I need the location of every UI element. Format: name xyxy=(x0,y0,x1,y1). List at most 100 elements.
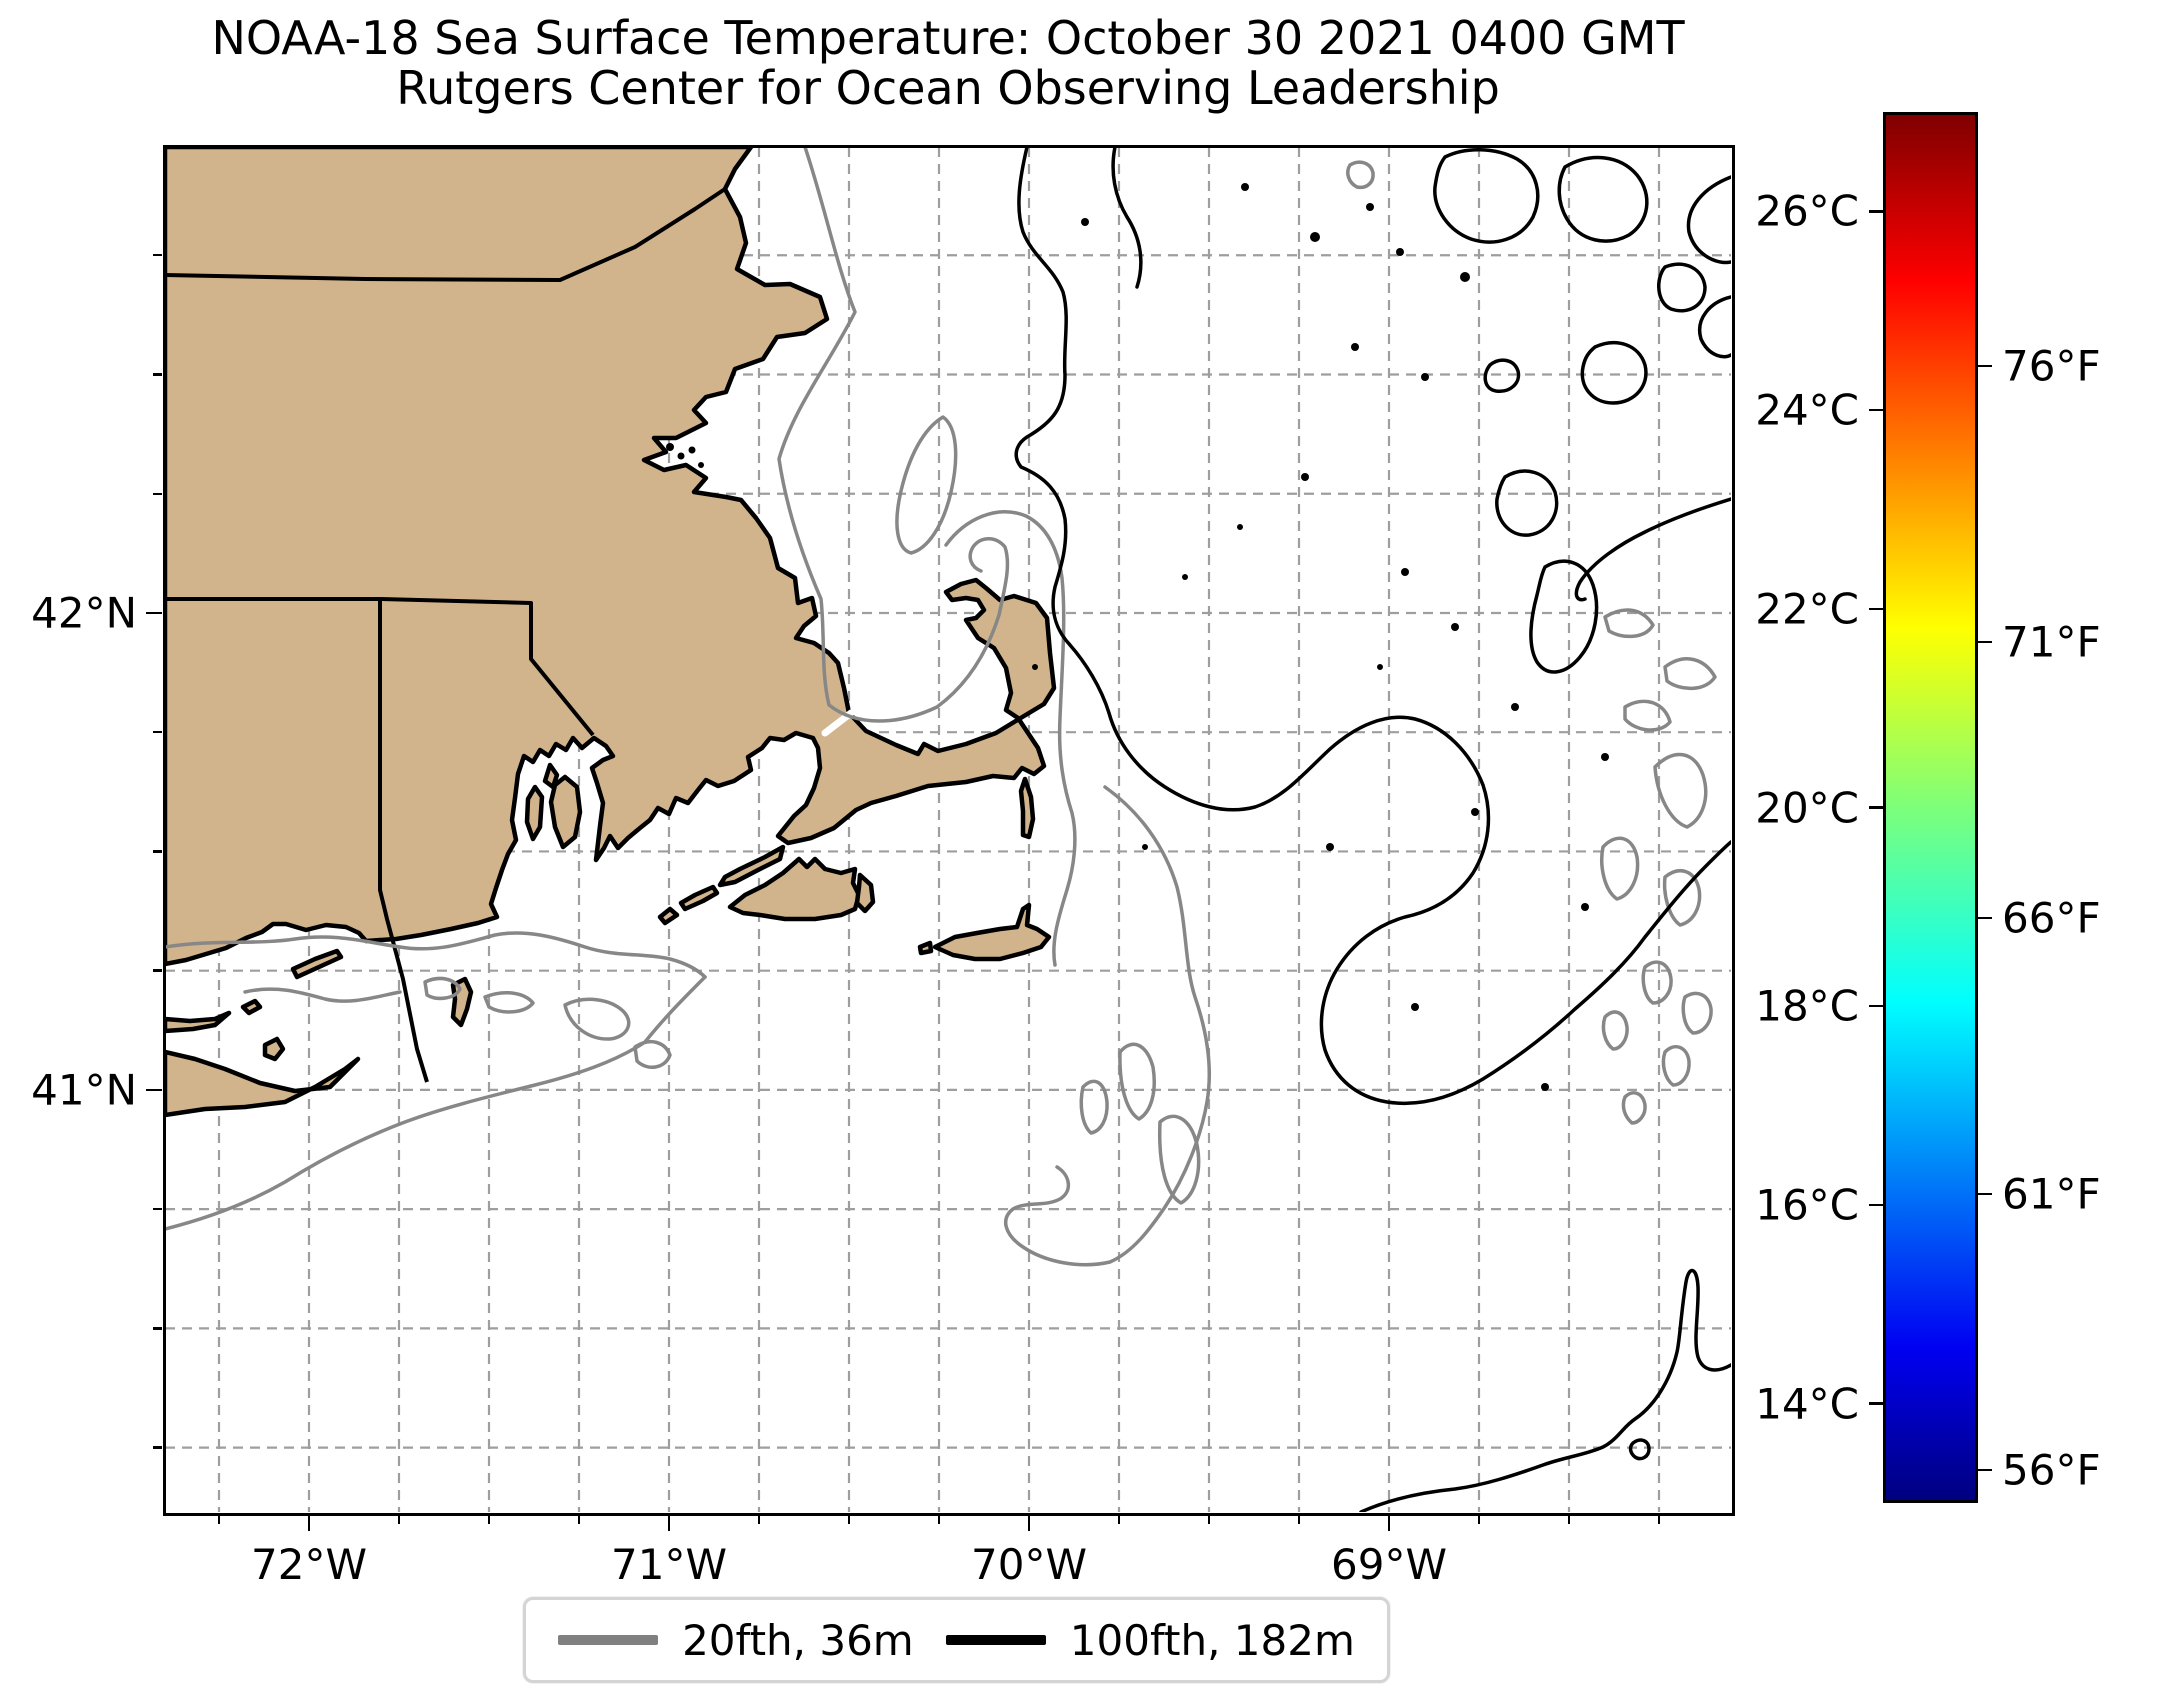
map-svg xyxy=(165,147,1731,1512)
sound-loop xyxy=(423,976,462,1001)
y-tick-label: 42°N xyxy=(31,588,137,638)
y-tick xyxy=(153,373,162,376)
x-tick xyxy=(667,1515,671,1531)
cbar-label-c: 18°C xyxy=(1755,981,1859,1031)
marthas-vineyard xyxy=(727,856,862,922)
ri-ma-border xyxy=(379,597,595,737)
y-tick xyxy=(153,731,162,734)
ma-nh-border xyxy=(165,187,727,282)
x-tick-label: 72°W xyxy=(251,1540,367,1589)
nashawena-island xyxy=(678,884,720,912)
contour-speck xyxy=(1241,183,1249,191)
y-tick xyxy=(153,1446,162,1449)
legend-label-20fth: 20fth, 36m xyxy=(682,1615,914,1665)
contour-speck xyxy=(1421,373,1429,381)
legend-line-100fth-swatch xyxy=(945,1635,1046,1645)
cbar-tick-c xyxy=(1869,408,1883,412)
contour-speck xyxy=(1401,568,1409,576)
cbar-label-c: 14°C xyxy=(1755,1379,1859,1429)
tuckernuck-island xyxy=(917,940,934,956)
basin-loop xyxy=(1580,341,1648,405)
georges-sliver xyxy=(1603,608,1655,639)
contour-speck xyxy=(1460,272,1470,282)
cbar-tick-c xyxy=(1869,607,1883,610)
cbar-tick-c xyxy=(1869,210,1883,213)
cbar-label-c: 16°C xyxy=(1755,1180,1859,1230)
conanicut-island xyxy=(524,784,545,842)
contour-speck xyxy=(1511,703,1519,711)
y-tick xyxy=(153,492,162,495)
x-tick xyxy=(217,1515,221,1524)
x-tick-label: 71°W xyxy=(611,1540,727,1589)
shoal-sliver xyxy=(1118,1042,1156,1121)
y-tick-label: 41°N xyxy=(31,1065,137,1115)
sound-loop xyxy=(563,997,631,1041)
mainland-newengland xyxy=(165,147,1057,967)
georges-sliver xyxy=(1661,1045,1691,1087)
x-tick xyxy=(487,1515,491,1524)
sound-loop xyxy=(483,990,535,1014)
x-tick xyxy=(1657,1515,1661,1524)
x-tick xyxy=(307,1515,311,1531)
y-tick xyxy=(153,1327,162,1330)
y-tick xyxy=(146,1088,162,1092)
contour-speck xyxy=(1081,218,1089,226)
basin-loop xyxy=(1557,155,1649,243)
harbor-islet xyxy=(677,452,685,460)
land-polygons xyxy=(165,147,1057,1118)
cbar-label-f: 56°F xyxy=(2002,1445,2101,1495)
basin-loop xyxy=(1483,358,1521,393)
x-tick xyxy=(1117,1515,1121,1524)
cbar-tick-f xyxy=(1978,1192,1992,1196)
cbar-label-c: 24°C xyxy=(1755,385,1859,435)
basin-loop xyxy=(1495,469,1559,537)
contour-speck xyxy=(1366,203,1374,211)
georges-sliver xyxy=(1662,869,1702,927)
harbor-islet xyxy=(688,446,696,454)
contour-speck xyxy=(1032,664,1038,670)
x-tick xyxy=(1477,1515,1481,1524)
x-tick xyxy=(757,1515,761,1524)
map-plot-area xyxy=(165,147,1731,1512)
x-tick xyxy=(847,1515,851,1524)
georges-sliver xyxy=(1641,960,1673,1005)
sound-loop xyxy=(633,1039,672,1069)
contour-speck xyxy=(1411,1003,1419,1011)
plum-island xyxy=(240,998,263,1016)
gray-loop-topright xyxy=(1346,160,1375,190)
chappaquiddick-island xyxy=(854,872,876,914)
gulf-of-maine-contour xyxy=(1014,147,1731,1106)
long-island-north-fork xyxy=(165,1010,232,1034)
cbar-tick-f xyxy=(1978,640,1992,644)
georges-sliver xyxy=(1663,657,1717,691)
naushon-island xyxy=(717,844,786,888)
contour-speck xyxy=(1142,844,1148,850)
y-tick xyxy=(153,969,162,972)
cbar-label-f: 71°F xyxy=(2002,617,2101,667)
cbar-tick-f xyxy=(1978,916,1992,920)
contour-speck xyxy=(1377,664,1383,670)
cbar-label-c: 26°C xyxy=(1755,186,1859,236)
x-tick-label: 69°W xyxy=(1331,1540,1447,1589)
contour-20fth-outer-cape xyxy=(944,510,1077,967)
contour-speck xyxy=(1237,524,1243,530)
georges-sliver xyxy=(1600,836,1640,901)
contour-20fth-coastal xyxy=(777,147,1010,723)
contour-speck xyxy=(1351,343,1359,351)
cbar-label-c: 22°C xyxy=(1755,584,1859,634)
cbar-label-f: 76°F xyxy=(2002,341,2101,391)
contour-20fth-li-south xyxy=(165,975,707,1231)
cbar-tick-f xyxy=(1978,1468,1992,1472)
contour-speck xyxy=(1541,1083,1549,1091)
contour-speck xyxy=(1310,232,1320,242)
contour-speck xyxy=(1326,843,1334,851)
legend-entry-100fth: 100fth, 182m xyxy=(945,1615,1355,1665)
cbar-tick-f xyxy=(1978,364,1992,368)
sound-contour xyxy=(165,931,707,979)
ct-ri-border xyxy=(378,599,429,1083)
y-tick xyxy=(153,850,162,853)
x-tick xyxy=(1027,1515,1031,1531)
basin-loop xyxy=(1686,175,1731,265)
legend-label-100fth: 100fth, 182m xyxy=(1069,1615,1355,1665)
basin-loop xyxy=(1529,559,1599,674)
